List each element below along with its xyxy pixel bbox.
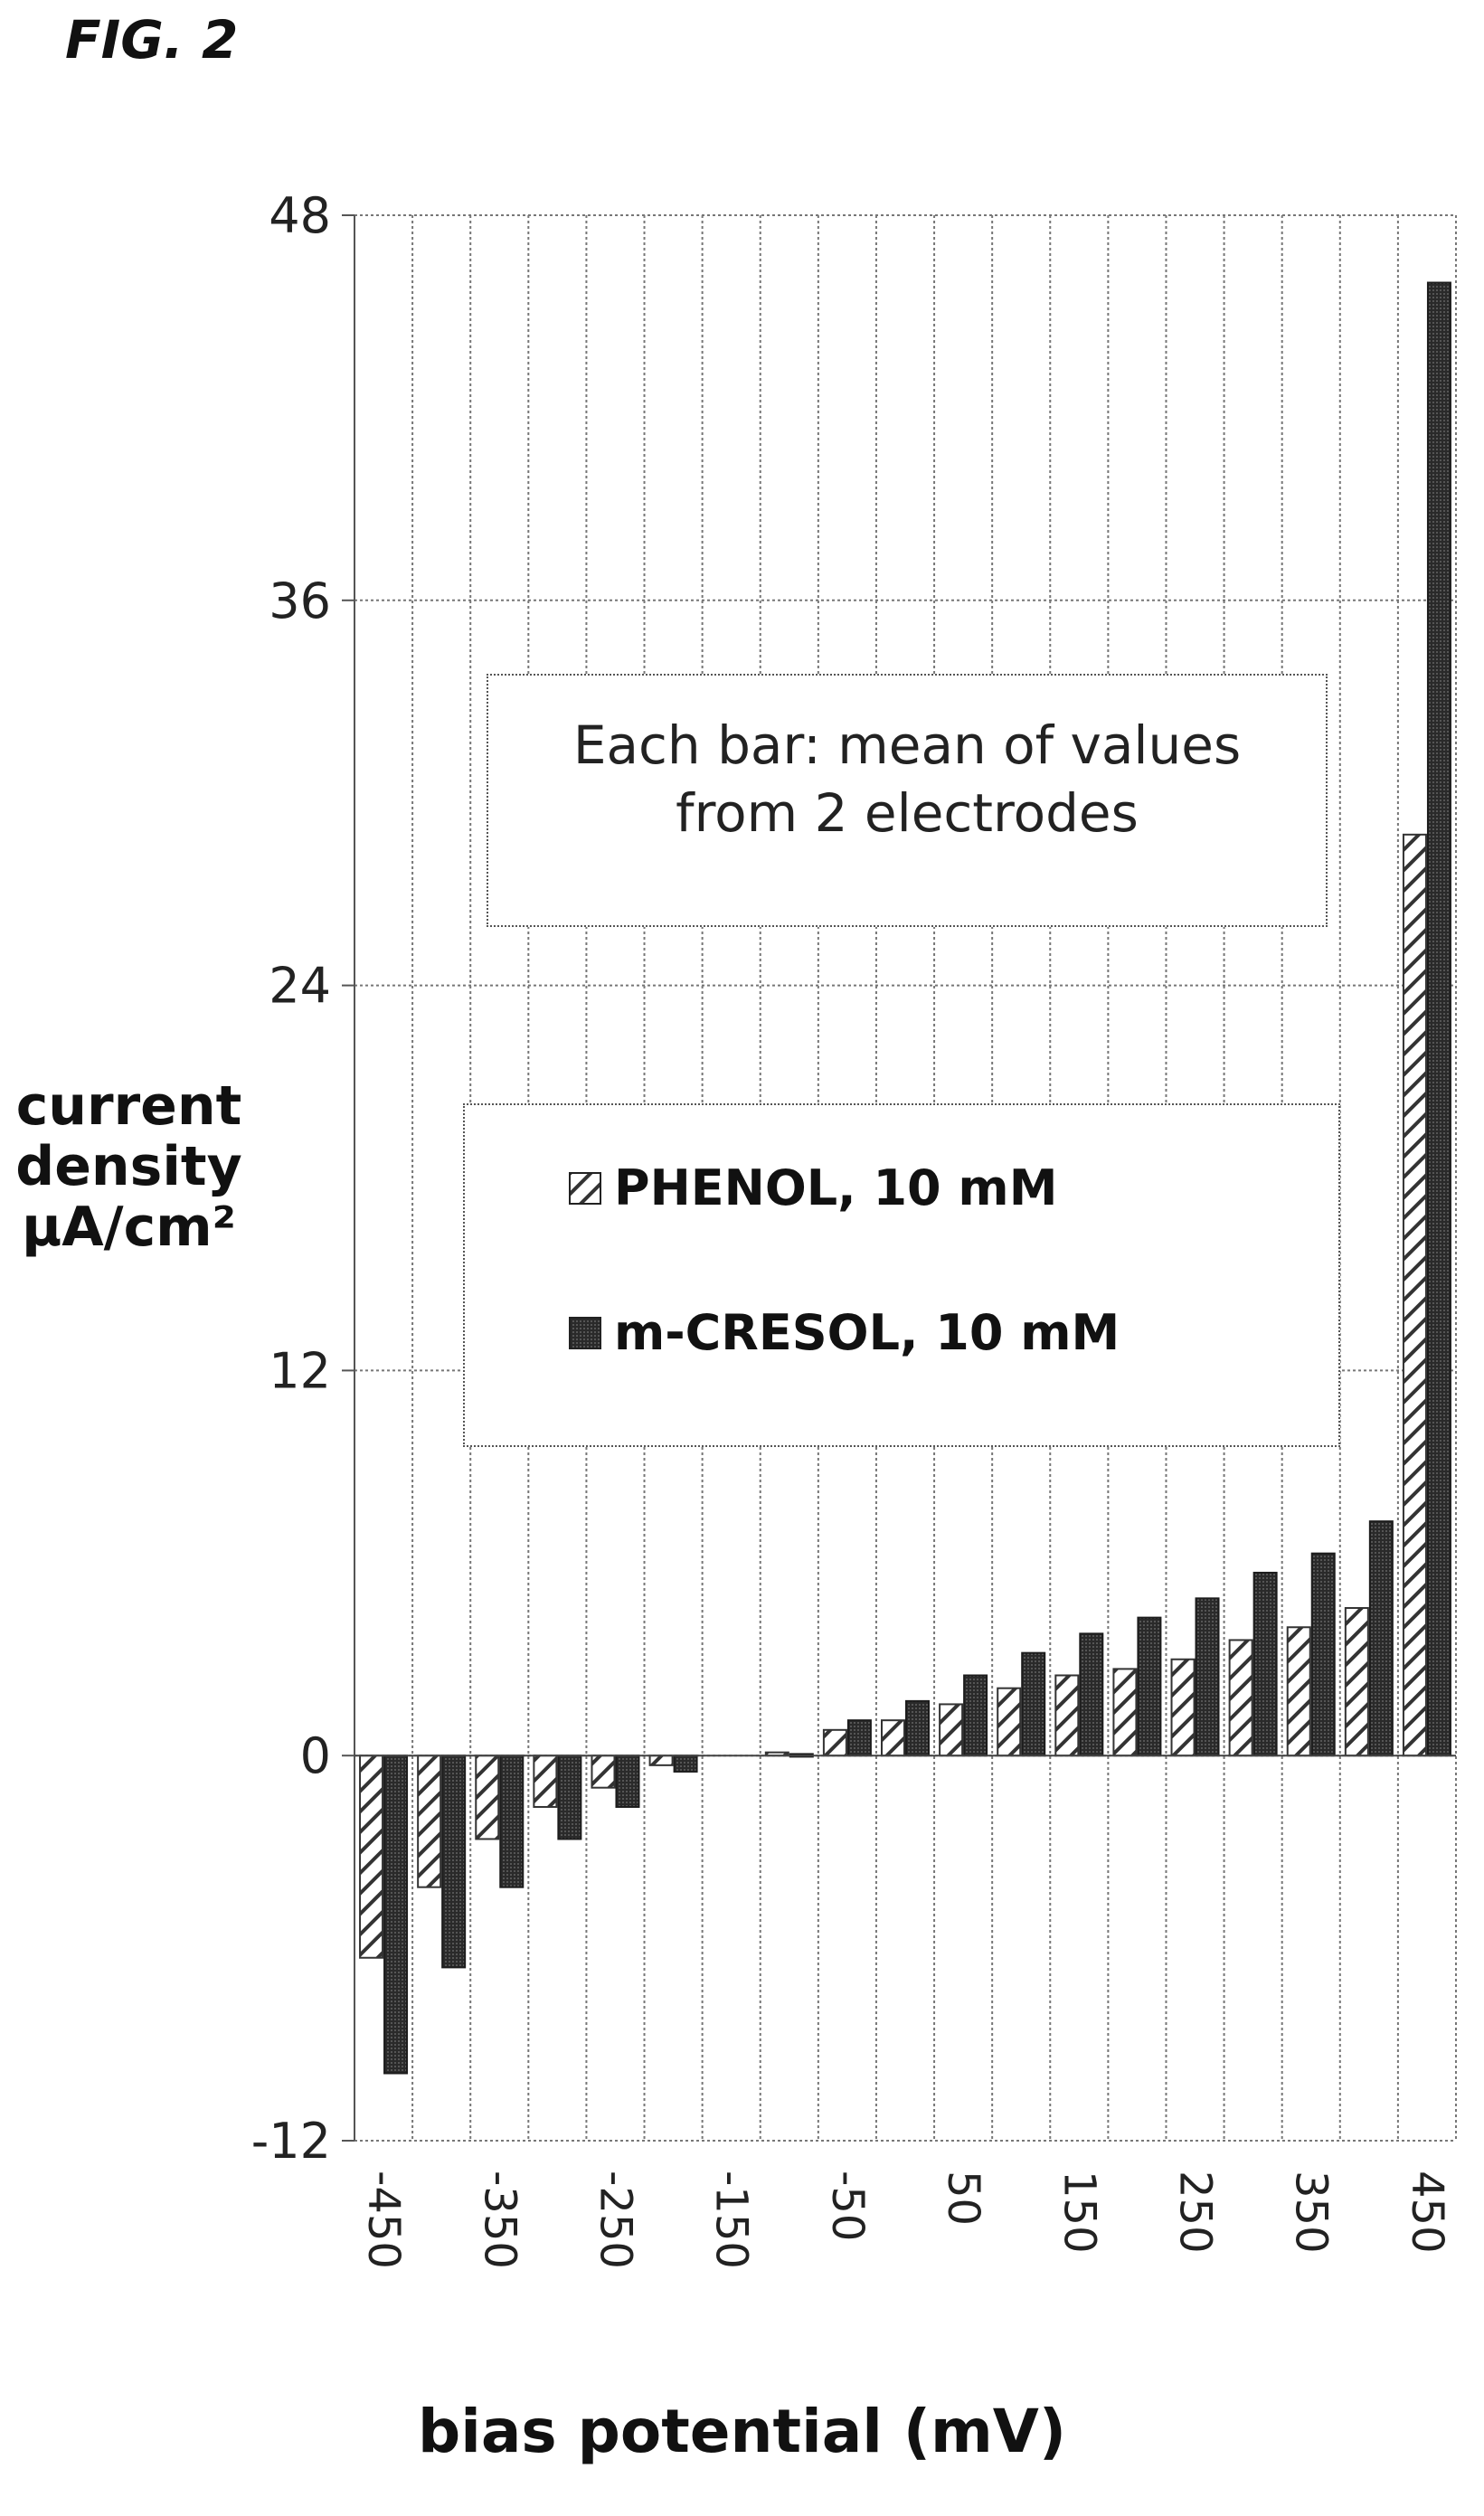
y-axis-title: current density µA/cm² bbox=[0, 1074, 258, 1260]
x-tick-labels: -450 -350 -250 -150 -50 50 150 250 350 450 bbox=[358, 2171, 1452, 2269]
phenol-bar-400 bbox=[1344, 1606, 1369, 1757]
m-cresol-bar--350 bbox=[499, 1755, 525, 1888]
phenol-bar-150 bbox=[1054, 1674, 1080, 1757]
phenol-bar-0 bbox=[881, 1719, 905, 1757]
legend-item-m-cresol: m-CRESOL, 10 mM bbox=[569, 1304, 1120, 1361]
x-tick-label: 450 bbox=[1402, 2171, 1452, 2254]
legend-label-m-cresol: m-CRESOL, 10 mM bbox=[614, 1304, 1120, 1361]
phenol-bar-250 bbox=[1170, 1658, 1196, 1757]
y-tick-label: 12 bbox=[269, 1342, 331, 1399]
y-tick-label: 24 bbox=[269, 958, 331, 1015]
phenol-bar-350 bbox=[1286, 1626, 1311, 1757]
x-tick-label: -450 bbox=[358, 2171, 409, 2269]
axes bbox=[342, 214, 1456, 2142]
phenol-bar-200 bbox=[1112, 1668, 1138, 1757]
phenol-bar-300 bbox=[1228, 1639, 1253, 1757]
legend-swatch-solid bbox=[569, 1316, 601, 1349]
phenol-bar-50 bbox=[939, 1703, 964, 1757]
m-cresol-bar-150 bbox=[1079, 1632, 1104, 1757]
phenol-bar--200 bbox=[648, 1755, 674, 1766]
m-cresol-bar-450 bbox=[1426, 281, 1451, 1757]
m-cresol-bar-200 bbox=[1137, 1616, 1162, 1757]
m-cresol-bar--400 bbox=[441, 1755, 467, 1969]
y-axis-title-line-3: µA/cm² bbox=[22, 1196, 236, 1260]
y-tick-label: 48 bbox=[269, 187, 331, 244]
x-tick-label: -350 bbox=[474, 2171, 525, 2269]
annotation-box: Each bar: mean of values from 2 electrod… bbox=[487, 674, 1328, 927]
m-cresol-bar--200 bbox=[673, 1755, 698, 1773]
m-cresol-bar-350 bbox=[1310, 1552, 1336, 1757]
phenol-bar--400 bbox=[417, 1755, 442, 1888]
y-tick-label: -12 bbox=[251, 2113, 331, 2170]
x-axis-title: bias potential (mV) bbox=[417, 2397, 1067, 2466]
m-cresol-bar-0 bbox=[905, 1699, 930, 1757]
m-cresol-bar--50 bbox=[846, 1719, 872, 1757]
phenol-bar-100 bbox=[997, 1687, 1022, 1757]
phenol-bar--250 bbox=[591, 1755, 616, 1789]
x-tick-label: -50 bbox=[822, 2171, 873, 2241]
legend-label-phenol: PHENOL, 10 mM bbox=[614, 1159, 1058, 1216]
annotation-line-1: Each bar: mean of values bbox=[572, 714, 1242, 776]
m-cresol-bar-100 bbox=[1021, 1651, 1046, 1757]
m-cresol-bar--450 bbox=[383, 1755, 409, 2075]
x-tick-label: 150 bbox=[1054, 2171, 1104, 2254]
m-cresol-bar-250 bbox=[1195, 1597, 1220, 1757]
x-tick-label: 50 bbox=[938, 2171, 988, 2226]
phenol-bar-450 bbox=[1402, 833, 1427, 1757]
x-tick-label: -250 bbox=[590, 2171, 640, 2269]
x-tick-label: 350 bbox=[1286, 2171, 1337, 2254]
annotation-line-2: from 2 electrodes bbox=[676, 782, 1139, 845]
x-tick-label: -150 bbox=[706, 2171, 757, 2269]
bars bbox=[359, 281, 1451, 2075]
figure-label: FIG. 2 bbox=[65, 9, 239, 71]
m-cresol-bar--300 bbox=[557, 1755, 582, 1840]
y-tick-label: 36 bbox=[269, 572, 331, 629]
legend-swatch-hatched bbox=[569, 1171, 601, 1205]
m-cresol-bar-300 bbox=[1252, 1571, 1278, 1757]
y-tick-label: 0 bbox=[300, 1727, 331, 1784]
phenol-bar--50 bbox=[822, 1728, 847, 1757]
y-tick-labels: -12 0 12 24 36 48 bbox=[251, 187, 331, 2170]
y-axis-title-line-1: current bbox=[15, 1074, 242, 1138]
y-axis-title-line-2: density bbox=[15, 1135, 242, 1199]
legend-item-phenol: PHENOL, 10 mM bbox=[569, 1159, 1057, 1216]
m-cresol-bar-50 bbox=[963, 1674, 988, 1757]
legend: PHENOL, 10 mM m-CRESOL, 10 mM bbox=[463, 1103, 1340, 1447]
x-tick-label: 250 bbox=[1170, 2171, 1221, 2254]
m-cresol-bar--250 bbox=[615, 1755, 640, 1808]
phenol-bar--350 bbox=[475, 1755, 500, 1840]
m-cresol-bar-400 bbox=[1368, 1520, 1394, 1757]
phenol-bar--300 bbox=[533, 1755, 558, 1808]
phenol-bar--450 bbox=[359, 1755, 384, 1959]
